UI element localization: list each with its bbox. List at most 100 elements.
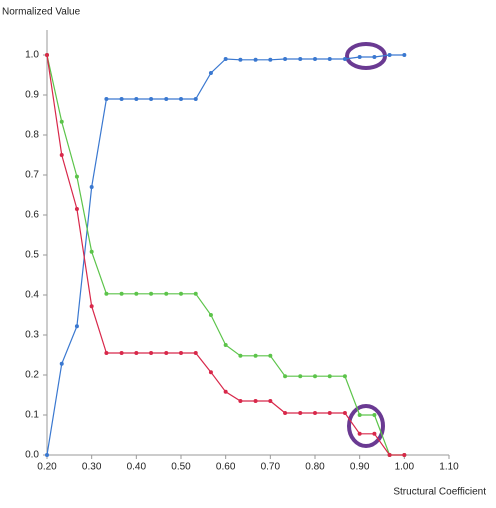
data-point	[298, 411, 303, 415]
y-tick-label: 0.1	[25, 410, 39, 421]
data-point	[193, 291, 198, 296]
data-point	[164, 291, 169, 296]
data-point	[104, 291, 109, 296]
data-point	[179, 291, 183, 296]
data-point	[74, 174, 79, 179]
data-point	[253, 353, 258, 358]
data-point	[253, 57, 258, 62]
y-tick-label: 0.0	[25, 450, 39, 461]
data-point	[134, 97, 139, 101]
data-point	[238, 353, 243, 358]
data-point	[298, 57, 303, 61]
data-point	[89, 249, 94, 254]
data-point	[149, 351, 154, 355]
data-point	[223, 389, 228, 394]
data-point	[268, 399, 273, 403]
data-point	[208, 370, 213, 375]
data-point	[238, 57, 243, 62]
data-point	[193, 97, 198, 101]
y-tick-label: 0.7	[25, 170, 39, 181]
data-point	[402, 53, 407, 57]
data-point	[253, 399, 258, 403]
data-point	[74, 324, 79, 329]
x-axis-label: Structural Coefficient	[393, 487, 486, 498]
data-point	[149, 291, 154, 296]
highlight-ellipse	[347, 404, 385, 448]
data-point	[104, 351, 109, 355]
data-point	[208, 313, 213, 317]
data-point	[313, 57, 317, 61]
data-point	[119, 97, 124, 101]
x-tick-label: 0.90	[350, 462, 370, 473]
data-point	[298, 374, 303, 379]
data-point	[372, 55, 377, 59]
data-point	[372, 431, 377, 436]
y-tick-label: 0.5	[25, 250, 39, 261]
data-point	[193, 351, 198, 355]
x-tick-label: 0.80	[305, 462, 325, 473]
data-point	[313, 411, 317, 415]
data-point	[402, 453, 407, 457]
x-tick-label: 1.00	[395, 462, 415, 473]
data-point	[164, 351, 169, 355]
data-point	[45, 453, 49, 457]
data-point	[342, 374, 347, 379]
y-axis-label: Normalized Value	[2, 7, 81, 18]
y-tick-label: 0.8	[25, 130, 39, 141]
x-tick-label: 0.60	[216, 462, 236, 473]
data-point	[119, 291, 124, 296]
data-point	[134, 291, 139, 296]
data-point	[74, 207, 79, 211]
y-tick-label: 0.9	[25, 90, 39, 101]
data-point	[45, 53, 49, 57]
data-point	[268, 353, 273, 358]
series-line	[46, 54, 405, 456]
series-line	[46, 54, 405, 456]
data-point	[164, 97, 169, 101]
data-point	[387, 453, 392, 457]
data-point	[342, 57, 347, 61]
data-point	[59, 361, 64, 366]
data-point	[283, 374, 288, 379]
data-point	[59, 153, 64, 157]
data-point	[179, 351, 183, 355]
data-point	[223, 57, 228, 61]
data-point	[283, 411, 288, 415]
x-tick-label: 0.40	[127, 462, 147, 473]
y-tick-label: 0.2	[25, 370, 39, 381]
data-point	[238, 399, 243, 403]
data-point	[223, 343, 228, 347]
data-point	[134, 351, 139, 355]
y-tick-label: 0.6	[25, 210, 39, 221]
data-point	[357, 431, 362, 436]
x-tick-label: 0.50	[171, 462, 191, 473]
x-tick-label: 0.70	[261, 462, 281, 473]
data-point	[372, 413, 377, 417]
data-point	[89, 304, 94, 309]
x-tick-label: 0.20	[37, 462, 57, 473]
data-point	[327, 374, 332, 379]
data-point	[119, 351, 124, 355]
data-point	[149, 97, 154, 101]
data-point	[283, 57, 288, 61]
data-point	[104, 97, 109, 101]
data-point	[313, 374, 317, 379]
data-point	[89, 185, 94, 189]
data-point	[387, 53, 392, 57]
y-tick-label: 1.0	[25, 50, 39, 61]
data-point	[208, 71, 213, 75]
x-tick-label: 0.30	[82, 462, 102, 473]
y-tick-label: 0.4	[25, 290, 39, 301]
data-point	[342, 411, 347, 415]
y-tick-label: 0.3	[25, 330, 39, 341]
data-point	[357, 413, 362, 417]
data-point	[357, 55, 362, 59]
x-tick-label: 1.10	[439, 462, 459, 473]
data-point	[268, 57, 273, 62]
data-point	[327, 57, 332, 61]
data-point	[179, 97, 183, 101]
series-line	[46, 54, 405, 456]
data-point	[327, 411, 332, 415]
data-point	[59, 119, 64, 124]
